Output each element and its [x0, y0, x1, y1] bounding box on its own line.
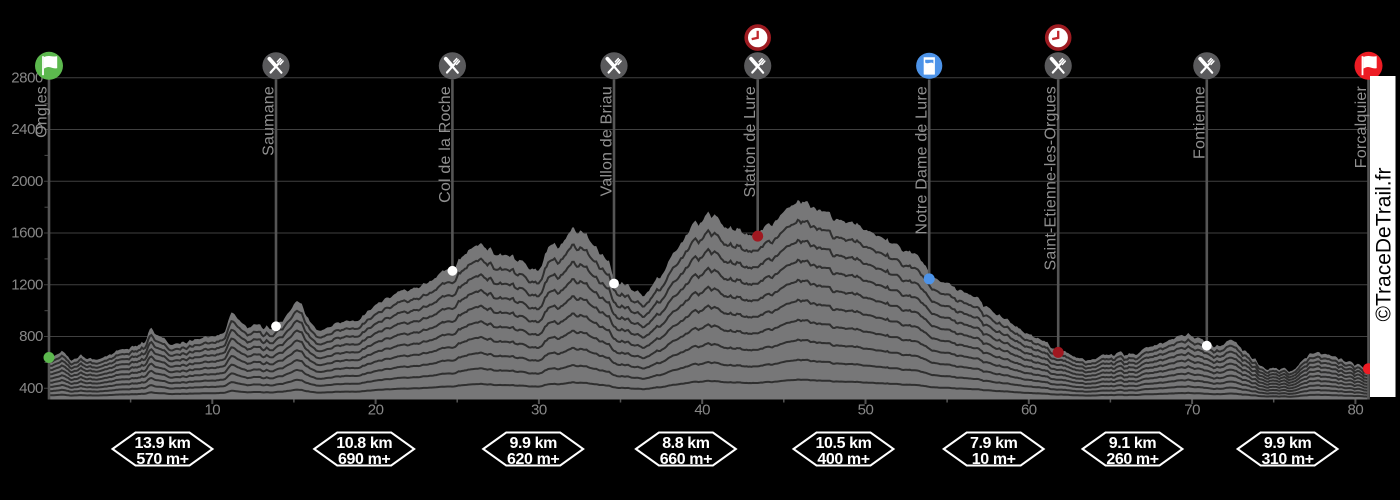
- svg-text:Col de la Roche: Col de la Roche: [437, 86, 454, 203]
- svg-text:400 m+: 400 m+: [817, 451, 869, 468]
- svg-text:60: 60: [1021, 402, 1037, 419]
- svg-text:20: 20: [368, 402, 384, 419]
- svg-text:570 m+: 570 m+: [136, 451, 188, 468]
- svg-text:40: 40: [694, 402, 710, 419]
- svg-text:400: 400: [19, 380, 43, 397]
- svg-text:9.1 km: 9.1 km: [1109, 435, 1157, 452]
- svg-text:7.9 km: 7.9 km: [970, 435, 1018, 452]
- svg-text:10.5 km: 10.5 km: [816, 435, 872, 452]
- svg-text:Station de Lure: Station de Lure: [742, 86, 759, 198]
- svg-text:2800: 2800: [11, 69, 43, 86]
- svg-text:30: 30: [531, 402, 547, 419]
- svg-text:2400: 2400: [11, 121, 43, 138]
- svg-text:9.9 km: 9.9 km: [509, 435, 557, 452]
- svg-text:Saumane: Saumane: [261, 86, 278, 156]
- svg-text:620 m+: 620 m+: [507, 451, 559, 468]
- svg-text:Saint-Etienne-les-Orgues: Saint-Etienne-les-Orgues: [1043, 86, 1060, 270]
- svg-text:©TraceDeTrail.fr: ©TraceDeTrail.fr: [1373, 168, 1396, 322]
- svg-text:13.9 km: 13.9 km: [135, 435, 191, 452]
- svg-text:Fontienne: Fontienne: [1191, 86, 1208, 159]
- svg-text:310 m+: 310 m+: [1261, 451, 1313, 468]
- svg-text:50: 50: [858, 402, 874, 419]
- svg-text:260 m+: 260 m+: [1106, 451, 1158, 468]
- svg-text:10: 10: [204, 402, 220, 419]
- svg-text:1600: 1600: [11, 225, 43, 242]
- svg-text:10.8 km: 10.8 km: [336, 435, 392, 452]
- svg-text:10 m+: 10 m+: [972, 451, 1016, 468]
- svg-text:Forcalquier: Forcalquier: [1353, 86, 1370, 169]
- svg-text:1200: 1200: [11, 276, 43, 293]
- svg-text:Ongles: Ongles: [34, 86, 51, 138]
- svg-text:9.9 km: 9.9 km: [1264, 435, 1312, 452]
- svg-text:690 m+: 690 m+: [338, 451, 390, 468]
- svg-text:80: 80: [1348, 402, 1364, 419]
- svg-text:8.8 km: 8.8 km: [662, 435, 710, 452]
- svg-text:70: 70: [1184, 402, 1200, 419]
- svg-text:Notre Dame de Lure: Notre Dame de Lure: [914, 86, 931, 235]
- svg-text:660 m+: 660 m+: [660, 451, 712, 468]
- svg-text:Vallon de Briau: Vallon de Briau: [599, 86, 616, 196]
- svg-text:2000: 2000: [11, 173, 43, 190]
- svg-text:800: 800: [19, 328, 43, 345]
